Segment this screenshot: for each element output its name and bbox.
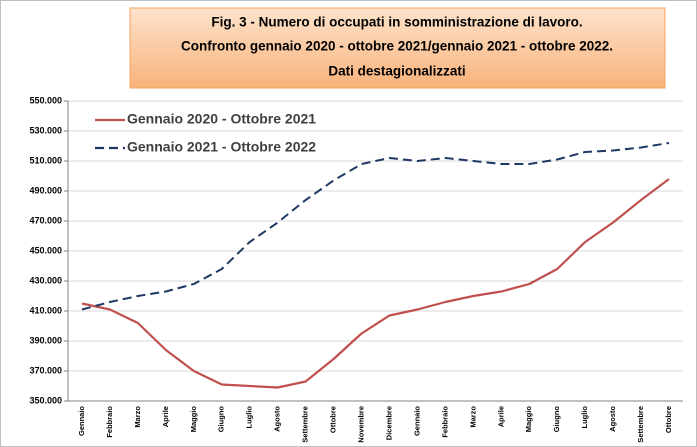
chart-title: Confronto gennaio 2020 - ottobre 2021/ge… <box>181 39 613 54</box>
x-tick-label: Maggio <box>189 406 198 433</box>
chart-title: Dati destagionalizzati <box>328 64 465 79</box>
x-tick-label: Marzo <box>133 406 142 428</box>
x-tick-label: Luglio <box>245 406 254 429</box>
x-tick-label: Novembre <box>357 406 366 443</box>
x-tick-label: Aprile <box>161 406 170 427</box>
y-tick-label: 370.000 <box>29 365 62 375</box>
x-tick-label: Giugno <box>552 406 561 433</box>
legend-label: Gennaio 2021 - Ottobre 2022 <box>127 139 316 155</box>
series-line <box>81 178 670 389</box>
x-tick-label: Giugno <box>217 406 226 433</box>
y-tick-label: 490.000 <box>29 185 62 195</box>
y-tick-label: 350.000 <box>29 395 62 405</box>
x-axis-labels: Gennaio Febbraio Marzo Aprile Maggio Giugno Lu… <box>77 406 673 443</box>
x-tick-label: Ottobre <box>329 406 338 433</box>
x-tick-label: Agosto <box>608 406 617 432</box>
x-tick-label: Settembre <box>636 406 645 443</box>
title-box <box>129 7 666 89</box>
y-tick-label: 530.000 <box>29 125 62 135</box>
y-tick-label: 430.000 <box>29 275 62 285</box>
x-tick-label: Febbraio <box>440 406 449 438</box>
y-tick-label: 390.000 <box>29 335 62 345</box>
x-tick-label: Aprile <box>496 406 505 427</box>
y-tick-label: 470.000 <box>29 215 62 225</box>
x-tick-label: Marzo <box>468 406 477 428</box>
y-tick-label: 410.000 <box>29 305 62 315</box>
y-tick-label: 550.000 <box>29 95 62 105</box>
x-tick-label: Gennaio <box>77 406 86 436</box>
x-tick-label: Ottobre <box>664 406 673 433</box>
x-tick-label: Settembre <box>301 406 310 443</box>
x-tick-label: Luglio <box>580 406 589 429</box>
x-tick-label: Gennaio <box>412 406 421 436</box>
x-tick-label: Dicembre <box>384 406 393 440</box>
x-tick-label: Agosto <box>273 406 282 432</box>
x-tick-label: Maggio <box>524 406 533 433</box>
y-tick-label: 450.000 <box>29 245 62 255</box>
y-tick-label: 510.000 <box>29 155 62 165</box>
x-tick-label: Febbraio <box>105 406 114 438</box>
chart-title: Fig. 3 - Numero di occupati in somminist… <box>211 15 582 30</box>
legend-label: Gennaio 2020 - Ottobre 2021 <box>127 111 316 127</box>
series-line <box>81 142 670 311</box>
